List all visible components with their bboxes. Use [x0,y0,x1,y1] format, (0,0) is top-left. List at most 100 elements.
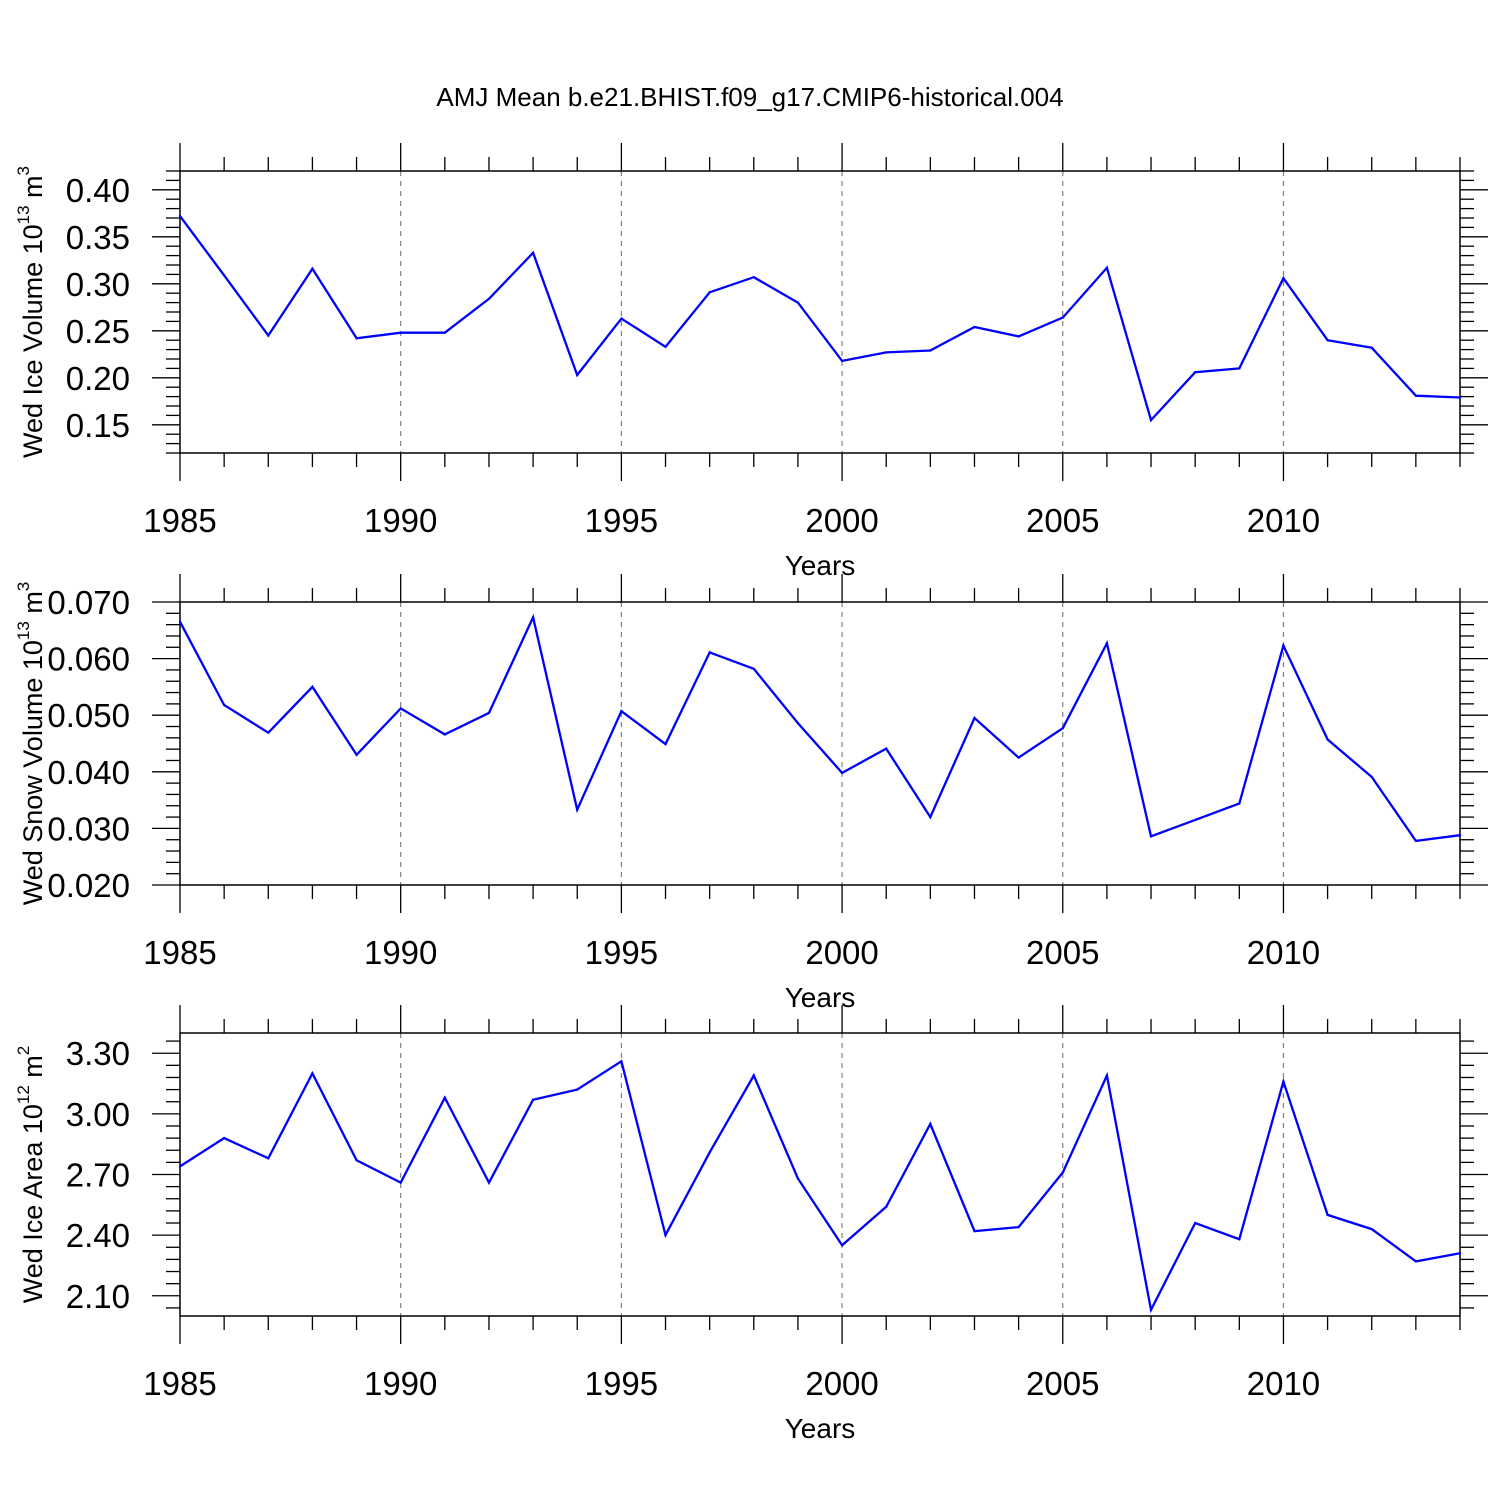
data-point [222,703,226,707]
y-tick-label: 0.070 [47,584,130,621]
chart-title: AMJ Mean b.e21.BHIST.f09_g17.CMIP6-histo… [436,82,1063,112]
data-point [1370,346,1373,349]
x-tick-label: 2005 [1026,1365,1099,1402]
data-point [1149,1308,1153,1312]
y-tick-label: 0.030 [47,810,130,847]
data-point [399,331,402,334]
data-point [531,616,535,619]
data-point [929,1122,932,1126]
data-point [531,1098,535,1101]
data-point [1282,1080,1285,1083]
data-point [708,291,711,294]
data-point [796,301,800,304]
x-axis-title: Years [785,1413,856,1444]
x-tick-label: 2005 [1026,934,1099,971]
x-tick-label: 2005 [1026,502,1099,539]
data-point [531,251,535,254]
x-tick-label: 2000 [805,1365,878,1402]
data-point [752,667,755,670]
y-tick-label: 0.20 [66,360,130,397]
y-axis-title: Wed Snow Volume 1013 m3 [14,582,48,906]
data-point [1061,727,1064,730]
data-point [311,267,314,270]
x-tick-label: 1995 [585,1365,658,1402]
panel-ice-area: 1985 1990 1995 2000 2005 2010 Years 2.10 2.40 2.7… [14,1005,1488,1444]
data-point [267,334,270,337]
y-axis-title: Wed Ice Area 1012 m2 [14,1046,48,1304]
y-axis-title-unit: m [18,591,48,621]
data-point [1017,756,1020,759]
y-tick-label: 0.060 [47,641,130,678]
data-point [443,1096,447,1099]
x-tick-label: 1985 [143,1365,216,1402]
data-point [178,214,182,218]
x-tick-label: 2000 [805,502,878,539]
data-point [796,721,800,725]
data-point [1458,833,1462,837]
data-point [1326,738,1329,741]
data-point [620,1060,623,1063]
data-point [1238,1237,1241,1241]
y-tick-label: 0.25 [66,313,130,350]
data-point [1458,396,1462,399]
data-point [576,373,579,377]
data-point [664,345,667,348]
x-tick-label: 1990 [364,502,437,539]
data-point [443,733,447,736]
y-tick-label: 3.30 [66,1035,130,1072]
data-point [487,297,491,301]
data-point [487,711,491,715]
data-point [311,1072,314,1075]
y-axis-title-exp: 13 [14,205,33,224]
y-axis-title-exp: 12 [14,1085,33,1104]
data-point [1149,418,1153,422]
y-tick-label: 0.40 [66,172,130,209]
data-point [1458,1252,1462,1255]
data-point [576,1088,579,1091]
data-point [1105,642,1109,645]
data-point [1414,394,1418,397]
x-axis-title: Years [785,982,856,1013]
data-point [973,325,976,329]
data-point [399,707,402,710]
data-point [1282,276,1285,280]
y-tick-label: 0.15 [66,407,130,444]
data-point [1282,644,1285,647]
data-point [752,276,755,279]
data-point [885,1205,888,1209]
data-point [1193,1221,1197,1225]
data-point [1017,1225,1020,1229]
data-point [222,1136,226,1140]
x-tick-label: 2000 [805,934,878,971]
data-point [178,1165,182,1168]
plot-frame [179,1032,1461,1317]
x-tick-label: 1985 [143,502,216,539]
data-point [885,747,888,750]
data-point [885,351,888,354]
data-point [840,771,844,775]
y-axis-title-unit-exp: 3 [14,166,33,175]
data-point [664,742,667,746]
panel-snow-volume: 1985 1990 1995 2000 2005 2010 Years 0.020 0.030 0… [14,574,1488,1013]
x-tick-label: 1990 [364,1365,437,1402]
series-line [179,215,1461,423]
y-axis-title-prefix: Wed Snow Volume 10 [18,640,48,905]
data-point [1193,370,1197,374]
y-tick-label: 2.10 [66,1278,130,1315]
x-tick-label: 1985 [143,934,216,971]
x-tick-label: 1990 [364,934,437,971]
data-point [267,731,270,734]
y-tick-label: 0.020 [47,867,130,904]
x-tick-label: 2010 [1247,934,1320,971]
x-tick-label: 1995 [585,934,658,971]
data-point [973,716,976,720]
panel-ice-volume: 1985 1990 1995 2000 2005 2010 Years 0.15 0.20 0.2… [14,143,1488,581]
data-point [664,1233,667,1237]
data-point [752,1074,755,1077]
data-point [929,815,932,819]
data-point [1238,802,1241,805]
data-point [311,685,314,689]
data-point [620,710,623,713]
y-axis-title-unit: m [18,1055,48,1085]
